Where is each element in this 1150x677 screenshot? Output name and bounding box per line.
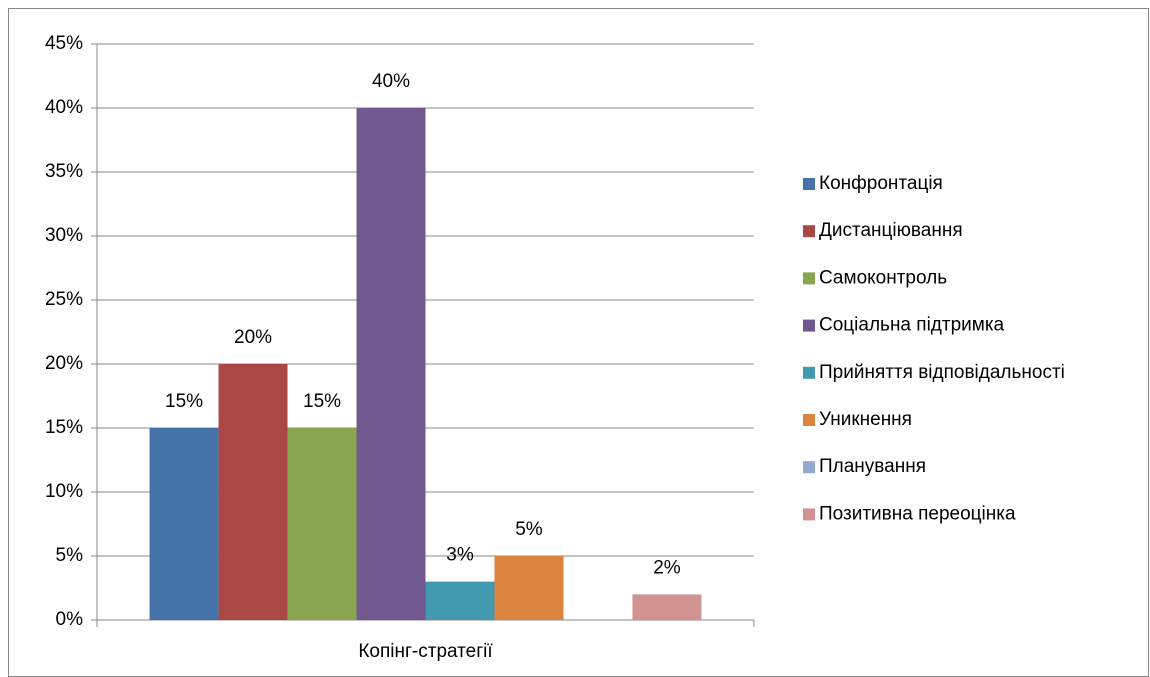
legend-label: Самоконтроль	[819, 267, 947, 288]
data-label: 5%	[515, 519, 543, 540]
legend-swatch	[803, 319, 815, 332]
bar	[356, 108, 426, 620]
data-label: 40%	[372, 71, 410, 92]
x-tick-label: Копінг-стратегії	[358, 641, 493, 662]
legend-label: Конфронтація	[819, 173, 943, 194]
legend-swatch	[803, 414, 815, 426]
data-label: 2%	[653, 557, 681, 578]
legend-swatch	[803, 178, 815, 190]
y-tick-label: 45%	[45, 33, 83, 54]
legend-label: Позитивна переоцінка	[819, 503, 1016, 524]
legend-swatch	[803, 508, 815, 521]
y-tick-label: 35%	[45, 161, 83, 182]
legend-label: Дистанціювання	[819, 220, 963, 241]
bar	[149, 428, 219, 620]
y-tick-label: 25%	[45, 289, 83, 310]
legend-swatch	[803, 272, 815, 285]
bar	[494, 556, 564, 620]
legend-label: Планування	[819, 456, 926, 477]
legend-label: Прийняття відповідальності	[819, 362, 1065, 383]
y-tick-label: 15%	[45, 417, 83, 438]
legend-label: Уникнення	[819, 409, 912, 430]
legend-swatch	[803, 366, 815, 379]
bar	[632, 594, 702, 620]
data-label: 15%	[303, 391, 341, 412]
y-tick-label: 10%	[45, 481, 83, 502]
bar	[287, 428, 357, 620]
data-label: 15%	[165, 391, 203, 412]
y-tick-label: 30%	[45, 225, 83, 246]
y-tick-label: 5%	[56, 545, 84, 566]
bar	[425, 581, 495, 620]
y-tick-label: 40%	[45, 97, 83, 118]
legend-label: Соціальна підтримка	[819, 315, 1005, 336]
data-label: 3%	[446, 545, 474, 566]
legend-swatch	[803, 225, 815, 238]
y-tick-label: 0%	[56, 609, 84, 630]
legend-swatch	[803, 461, 815, 474]
y-tick-label: 20%	[45, 353, 83, 374]
bar	[218, 364, 288, 620]
data-label: 20%	[234, 327, 272, 348]
